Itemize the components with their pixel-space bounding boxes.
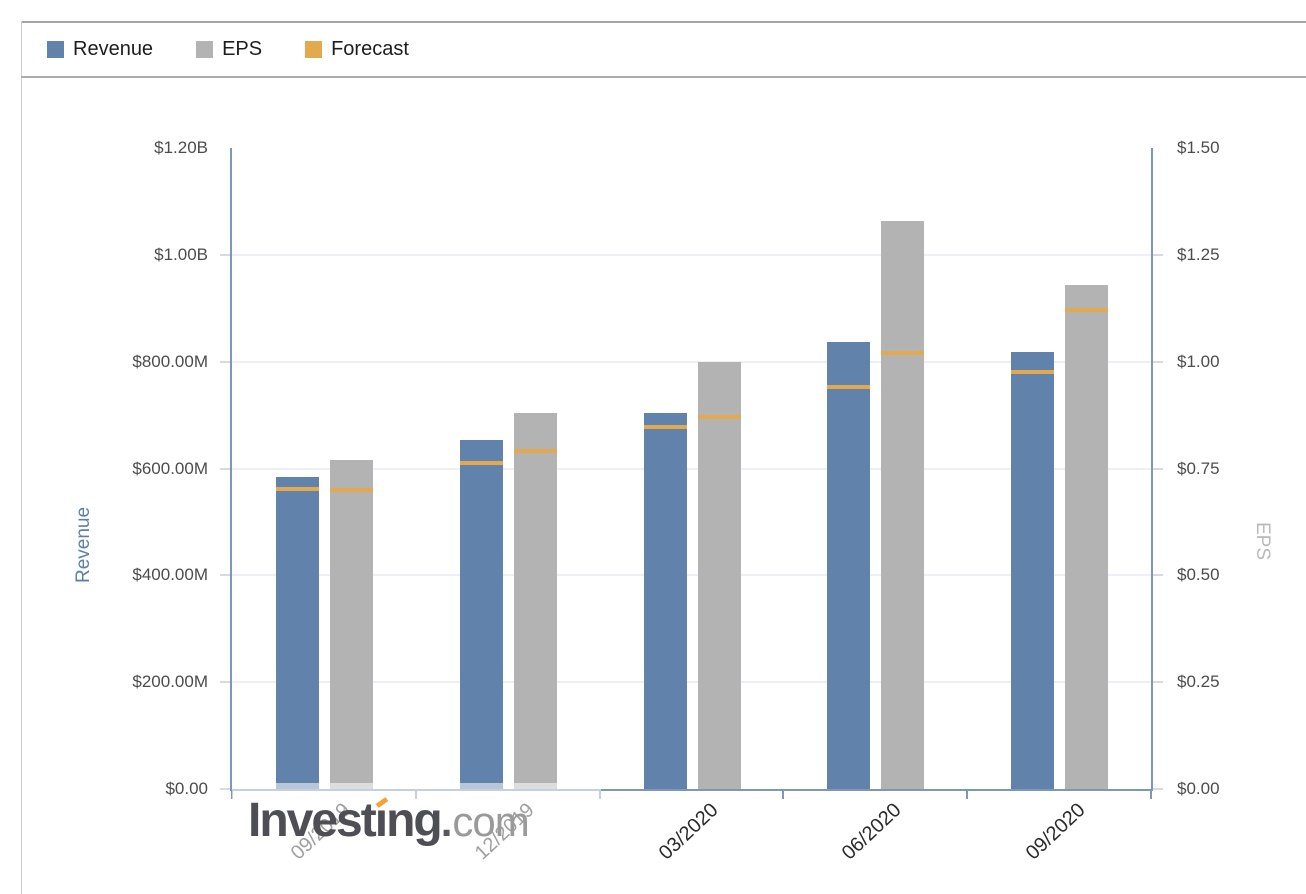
forecast-line-eps[interactable] xyxy=(881,351,925,356)
x-axis-tick xyxy=(966,791,969,799)
y-axis-left-spine xyxy=(230,148,232,789)
gridline xyxy=(232,360,1151,363)
left-axis-tick xyxy=(220,681,230,684)
gridline xyxy=(232,253,1151,256)
y-axis-label-right: $0.00 xyxy=(1177,779,1220,798)
eps-bar[interactable] xyxy=(329,459,373,789)
investing-com-logo: Investı ng.com xyxy=(248,794,530,847)
legend-swatch-eps xyxy=(196,41,214,58)
forecast-line-revenue[interactable] xyxy=(643,424,687,429)
right-axis-tick xyxy=(1153,574,1163,577)
revenue-bar[interactable] xyxy=(275,477,319,789)
gridline xyxy=(232,467,1151,470)
container-top-border xyxy=(21,21,1306,23)
chart-legend: Revenue EPS Forecast xyxy=(22,23,1306,76)
legend-divider xyxy=(21,76,1306,78)
logo-text-invest: Invest xyxy=(248,794,377,847)
legend-label: Forecast xyxy=(331,38,409,60)
legend-swatch-revenue xyxy=(47,41,64,58)
y-axis-right-spine xyxy=(1151,148,1153,789)
x-axis-label: 09/2020 xyxy=(1021,798,1090,865)
legend-swatch-forecast xyxy=(305,41,323,58)
forecast-line-revenue[interactable] xyxy=(459,461,503,466)
gridline xyxy=(232,681,1151,684)
y-axis-label-right: $0.25 xyxy=(1177,672,1220,692)
right-axis-tick xyxy=(1153,681,1163,684)
logo-text-ng: ng xyxy=(386,794,443,847)
left-axis-tick xyxy=(220,788,230,790)
y-axis-label-right: $0.75 xyxy=(1177,458,1220,478)
revenue-bar[interactable] xyxy=(459,440,503,789)
left-axis-tick xyxy=(220,467,230,470)
forecast-line-revenue[interactable] xyxy=(1011,369,1055,374)
left-axis-tick xyxy=(220,253,230,256)
legend-item-forecast[interactable]: Forecast xyxy=(305,38,409,61)
forecast-line-eps[interactable] xyxy=(513,449,557,454)
eps-bar[interactable] xyxy=(513,412,557,789)
y-axis-label-left: $0.00 xyxy=(165,779,208,798)
legend-item-eps[interactable]: EPS xyxy=(196,38,262,61)
container-left-border xyxy=(21,21,22,894)
forecast-line-revenue[interactable] xyxy=(275,487,319,492)
y-axis-label-left: $200.00M xyxy=(132,672,208,692)
y-axis-label-right: $0.50 xyxy=(1177,565,1220,585)
x-axis-line xyxy=(230,789,1153,791)
y-axis-label-left: $1.20B xyxy=(154,138,208,157)
eps-bar[interactable] xyxy=(697,361,741,789)
gridline xyxy=(232,574,1151,577)
watermark-background xyxy=(232,783,601,869)
forecast-line-revenue[interactable] xyxy=(827,384,871,389)
right-axis-tick xyxy=(1153,788,1163,790)
chart-area: Revenue EPS Investı ng.com $1.20B $1.00B $8… xyxy=(0,78,1306,894)
eps-bar[interactable] xyxy=(881,220,925,789)
y-axis-label-right: $1.25 xyxy=(1177,244,1220,264)
left-axis-tick xyxy=(220,574,230,577)
legend-label: Revenue xyxy=(73,38,154,60)
revenue-bar[interactable] xyxy=(1011,352,1055,789)
revenue-bar[interactable] xyxy=(643,413,687,789)
y-axis-label-left: $1.00B xyxy=(154,244,208,264)
logo-dotless-i: ı xyxy=(374,794,388,847)
right-axis-tick xyxy=(1153,467,1163,470)
y-axis-label-left: $800.00M xyxy=(132,351,208,371)
y-axis-label-right: $1.00 xyxy=(1177,351,1220,371)
legend-item-revenue[interactable]: Revenue xyxy=(47,38,153,61)
eps-bar[interactable] xyxy=(1065,284,1109,789)
y-axis-label-right: $1.50 xyxy=(1177,138,1220,157)
x-axis-tick xyxy=(782,791,785,799)
y-axis-label-left: $600.00M xyxy=(132,458,208,478)
logo-text-com: com xyxy=(452,798,529,845)
right-axis-title: EPS xyxy=(1252,521,1273,561)
x-axis-label: 03/2020 xyxy=(654,798,723,865)
logo-dot: . xyxy=(440,798,453,845)
forecast-line-eps[interactable] xyxy=(1065,308,1109,313)
forecast-line-eps[interactable] xyxy=(329,487,373,492)
right-axis-tick xyxy=(1153,360,1163,363)
left-axis-tick xyxy=(220,360,230,363)
x-axis-label: 06/2020 xyxy=(838,798,906,865)
forecast-line-eps[interactable] xyxy=(697,415,741,420)
revenue-bar[interactable] xyxy=(827,341,871,789)
x-axis-tick xyxy=(1150,791,1152,799)
legend-label: EPS xyxy=(222,38,263,60)
y-axis-label-left: $400.00M xyxy=(132,565,208,585)
right-axis-tick xyxy=(1153,253,1163,256)
